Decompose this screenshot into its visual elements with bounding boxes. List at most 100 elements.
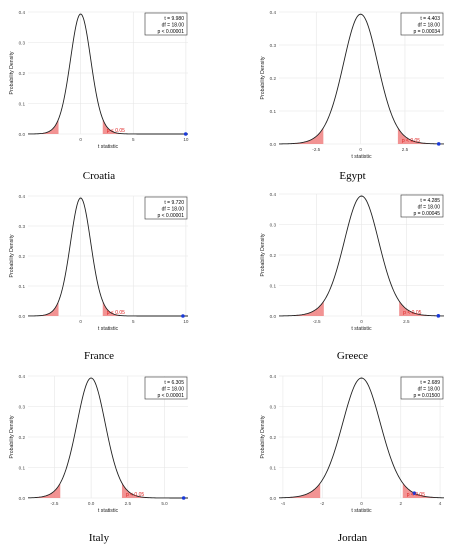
x-tick-label: 2.5 (402, 147, 409, 152)
y-axis-label: Probability Density (260, 56, 266, 99)
y-tick-label: 0.2 (19, 71, 26, 76)
x-axis-label: t statistic (351, 508, 372, 514)
country-label-jordan: Jordan (337, 532, 368, 544)
stats-line: p < 0.00001 (157, 393, 184, 399)
stats-line: df = 18.00 (418, 387, 441, 393)
stats-line: df = 18.00 (162, 387, 185, 393)
stats-box (400, 12, 444, 36)
density-curve (278, 377, 445, 499)
y-axis-label: Probability Density (260, 415, 266, 458)
x-tick-label: -4 (281, 501, 286, 506)
p-value-annotation: p < 0.05 (107, 310, 125, 316)
density-chart-egypt: 0.0 0.1 0.2 0.3 0.4 -2.5 0 2.5 t statistic Probab… (260, 10, 445, 160)
stats-line: df = 18.00 (418, 205, 441, 211)
y-tick-label: 0.4 (19, 194, 26, 199)
density-chart-croatia: 0.0 0.1 0.2 0.3 0.4 0 5 10 t statistic Probabilit… (9, 10, 189, 150)
p-value-annotation: p < 0.05 (126, 492, 144, 498)
y-tick-label: 0.4 (19, 374, 26, 379)
observed-t-point (412, 491, 417, 495)
rejection-region-left (279, 483, 321, 498)
density-chart-france: 0.0 0.1 0.2 0.3 0.4 0 5 10 t statistic Probabilit… (9, 194, 189, 332)
density-chart-greece: 0.0 0.1 0.2 0.3 0.4 -2.5 0 2.5 t statistic Probab… (260, 192, 445, 332)
y-tick-label: 0.1 (270, 466, 277, 471)
observed-t-point (183, 132, 188, 136)
density-curve (278, 195, 445, 317)
y-tick-label: 0.0 (270, 142, 277, 147)
p-value-annotation: p < 0.05 (107, 128, 125, 134)
y-tick-label: 0.4 (19, 10, 26, 15)
rejection-region-right (102, 119, 188, 134)
x-axis-label: t statistic (98, 326, 119, 332)
stats-line: t = 6.305 (164, 380, 184, 386)
y-tick-label: 0.1 (270, 109, 277, 114)
stats-line: t = 2.689 (420, 380, 440, 386)
p-value-annotation: p < 0.05 (403, 310, 421, 316)
observed-t-point (436, 142, 441, 146)
rejection-region-right (102, 301, 188, 316)
observed-t-point (436, 314, 441, 318)
y-tick-label: 0.1 (19, 284, 26, 289)
chart-panel-egypt: 0.0 0.1 0.2 0.3 0.4 -2.5 0 2.5 t statistic Probab… (255, 4, 450, 189)
stats-line: df = 18.00 (162, 207, 185, 213)
x-axis-label: t statistic (98, 508, 119, 514)
x-tick-label: 10 (183, 137, 189, 142)
y-axis-label: Probability Density (260, 233, 266, 276)
x-tick-label: 2.5 (125, 501, 132, 506)
stats-line: p < 0.00001 (157, 29, 184, 35)
y-tick-label: 0.4 (270, 192, 277, 197)
x-tick-label: 0 (360, 319, 363, 324)
stats-box (400, 376, 444, 400)
density-chart-jordan: 0.0 0.1 0.2 0.3 0.4 -4 -2 0 2 4 t statistic Probabi… (260, 374, 445, 514)
y-tick-label: 0.2 (270, 435, 277, 440)
x-tick-label: -2.5 (50, 501, 58, 506)
x-tick-label: 10 (183, 319, 189, 324)
y-tick-label: 0.0 (19, 132, 26, 137)
rejection-region-left (279, 127, 324, 144)
x-tick-label: -2 (320, 501, 325, 506)
stats-box (144, 12, 188, 36)
stats-line: df = 18.00 (418, 23, 441, 29)
y-tick-label: 0.4 (270, 10, 277, 15)
country-label-italy: Italy (88, 532, 110, 544)
rejection-region-left (28, 483, 61, 498)
x-tick-label: 0 (359, 147, 362, 152)
y-tick-label: 0.2 (19, 254, 26, 259)
y-tick-label: 0.3 (19, 41, 26, 46)
stats-line: p = 0.00034 (413, 29, 440, 35)
y-axis-label: Probability Density (9, 415, 15, 458)
x-tick-label: -2.5 (313, 319, 321, 324)
stats-line: p = 0.00045 (413, 211, 440, 217)
stats-line: t = 4.285 (420, 198, 440, 204)
y-axis-label: Probability Density (9, 234, 15, 277)
country-label-egypt: Egypt (339, 170, 366, 182)
rejection-region-left (279, 301, 324, 316)
y-tick-label: 0.0 (270, 496, 277, 501)
y-tick-label: 0.1 (19, 102, 26, 107)
stats-line: t = 4.403 (420, 16, 440, 22)
p-value-annotation: p < 0.05 (402, 138, 420, 144)
y-tick-label: 0.0 (19, 496, 26, 501)
rejection-region-left (28, 301, 59, 316)
x-tick-label: 5.0 (161, 501, 168, 506)
chart-panel-croatia: 0.0 0.1 0.2 0.3 0.4 0 5 10 t statistic Probabilit… (4, 4, 194, 189)
y-tick-label: 0.1 (19, 466, 26, 471)
observed-t-point (181, 314, 185, 318)
y-tick-label: 0.3 (19, 405, 26, 410)
y-tick-label: 0.0 (270, 314, 277, 319)
chart-panel-france: 0.0 0.1 0.2 0.3 0.4 0 5 10 t statistic Probabilit… (4, 188, 194, 373)
stats-line: t = 9.720 (164, 200, 184, 206)
p-value-annotation: p < 0.05 (407, 492, 425, 498)
x-tick-label: 2 (400, 501, 403, 506)
y-tick-label: 0.2 (270, 76, 277, 81)
x-axis-label: t statistic (351, 326, 372, 332)
density-curve (27, 377, 188, 499)
y-tick-label: 0.2 (19, 435, 26, 440)
stats-line: t = 9.980 (164, 16, 184, 22)
x-tick-label: 0 (360, 501, 363, 506)
x-tick-label: 5 (132, 137, 135, 142)
density-curve (27, 197, 188, 317)
chart-panel-italy: 0.0 0.1 0.2 0.3 0.4 -2.5 0.0 2.5 5.0 t statistic P… (4, 368, 194, 548)
y-tick-label: 0.2 (270, 253, 277, 258)
country-label-greece: Greece (336, 350, 369, 362)
observed-t-point (181, 496, 186, 500)
